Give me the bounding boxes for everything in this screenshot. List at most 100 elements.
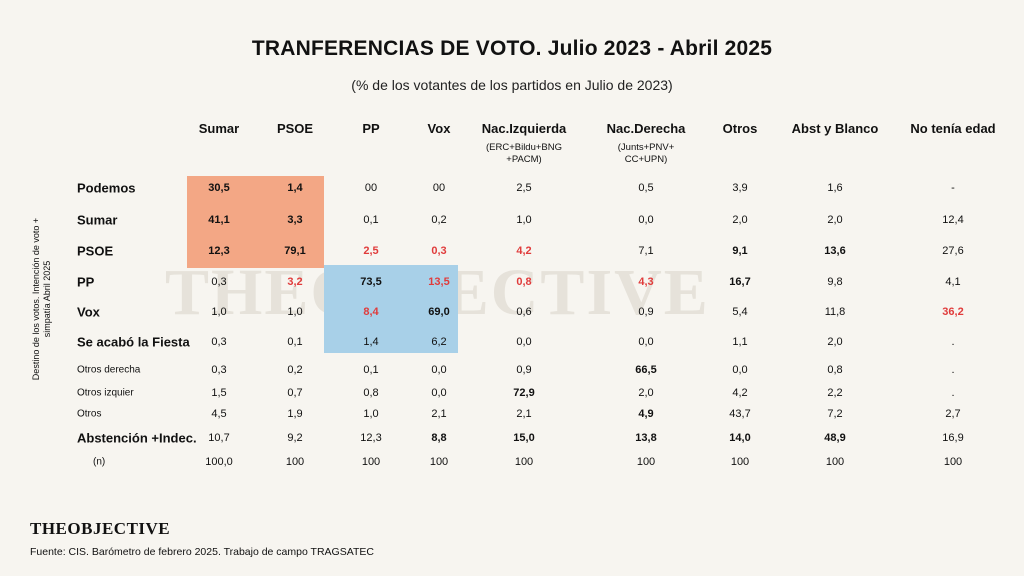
chart-subtitle: (% de los votantes de los partidos en Ju… xyxy=(351,77,673,93)
row-label: Se acabó la Fiesta xyxy=(77,334,190,350)
table-cell: 66,5 xyxy=(635,364,657,376)
table-cell: 0,1 xyxy=(287,336,303,348)
table-cell: 27,6 xyxy=(942,245,964,257)
table-cell: 30,5 xyxy=(208,182,230,194)
table-cell: 0,2 xyxy=(287,364,303,376)
table-cell: 2,1 xyxy=(431,408,447,420)
table-cell: 0,3 xyxy=(211,364,227,376)
table-cell: 14,0 xyxy=(729,432,751,444)
side-axis-label: Destino de los votos. Intención de voto … xyxy=(31,217,52,381)
table-cell: 0,0 xyxy=(516,336,532,348)
column-header: Sumar xyxy=(198,121,240,136)
table-cell: 4,5 xyxy=(211,408,227,420)
row-label: Vox xyxy=(77,304,100,320)
table-cell: 36,2 xyxy=(942,306,964,318)
table-cell: 3,3 xyxy=(287,214,303,226)
table-cell: 12,3 xyxy=(360,432,382,444)
column-header: Nac.Derecha xyxy=(606,121,686,136)
table-cell: 0,6 xyxy=(516,306,532,318)
table-cell: 9,2 xyxy=(287,432,303,444)
table-cell: 79,1 xyxy=(284,245,306,257)
brand-logo: THEOBJECTIVE xyxy=(30,519,171,538)
table-cell: 4,9 xyxy=(638,408,654,420)
table-cell: 0,3 xyxy=(211,336,227,348)
table-cell: 7,1 xyxy=(638,245,654,257)
table-cell: 41,1 xyxy=(208,214,230,226)
table-cell: . xyxy=(951,336,955,348)
table-cell: 100,0 xyxy=(205,456,233,468)
table-cell: 100 xyxy=(636,456,656,468)
table-cell: 11,8 xyxy=(824,306,846,318)
table-cell: 43,7 xyxy=(729,408,751,420)
table-cell: 6,2 xyxy=(431,336,447,348)
column-header: PSOE xyxy=(276,121,314,136)
table-cell: 100 xyxy=(361,456,381,468)
table-cell: 100 xyxy=(514,456,534,468)
table-cell: 100 xyxy=(825,456,845,468)
table-cell: 0,3 xyxy=(211,276,227,288)
table-cell: 16,9 xyxy=(942,432,964,444)
table-cell: 1,0 xyxy=(287,306,303,318)
table-cell: . xyxy=(951,387,955,399)
source-note: Fuente: CIS. Barómetro de febrero 2025. … xyxy=(30,546,374,558)
row-label: (n) xyxy=(93,456,106,468)
table-cell: 2,5 xyxy=(363,245,379,257)
table-cell: 1,9 xyxy=(287,408,303,420)
table-cell: 3,2 xyxy=(287,276,303,288)
table-cell: 15,0 xyxy=(513,432,535,444)
table-cell: 12,4 xyxy=(942,214,964,226)
row-label: Otros xyxy=(77,408,102,420)
table-cell: 69,0 xyxy=(428,306,450,318)
table-cell: . xyxy=(951,364,955,376)
table-cell: 0,0 xyxy=(431,387,447,399)
table-cell: 8,8 xyxy=(431,432,447,444)
table-cell: 0,8 xyxy=(363,387,379,399)
table-cell: 2,1 xyxy=(516,408,532,420)
row-label: Otros derecha xyxy=(77,364,141,376)
table-cell: 16,7 xyxy=(729,276,751,288)
table-cell: 4,2 xyxy=(516,245,532,257)
table-cell: 0,3 xyxy=(431,245,447,257)
table-cell: 0,0 xyxy=(431,364,447,376)
highlight-right-parties xyxy=(324,265,458,353)
table-cell: 10,7 xyxy=(208,432,230,444)
table-cell: 2,0 xyxy=(827,214,843,226)
table-cell: 100 xyxy=(943,456,963,468)
column-subheader: (ERC+Bildu+BNG +PACM) xyxy=(485,142,563,165)
table-cell: 00 xyxy=(364,182,378,194)
table-cell: - xyxy=(951,182,955,194)
table-cell: 4,3 xyxy=(638,276,654,288)
column-subheader: (Junts+PNV+ CC+UPN) xyxy=(617,142,675,165)
table-cell: 13,5 xyxy=(428,276,450,288)
table-cell: 72,9 xyxy=(513,387,535,399)
table-cell: 2,0 xyxy=(732,214,748,226)
table-cell: 9,8 xyxy=(827,276,843,288)
table-cell: 00 xyxy=(432,182,446,194)
table-cell: 1,5 xyxy=(211,387,227,399)
table-cell: 4,2 xyxy=(732,387,748,399)
table-cell: 1,1 xyxy=(732,336,748,348)
column-header: Nac.Izquierda xyxy=(481,121,567,136)
table-cell: 2,7 xyxy=(945,408,961,420)
table-cell: 13,6 xyxy=(824,245,846,257)
table-cell: 8,4 xyxy=(363,306,379,318)
table-cell: 1,4 xyxy=(363,336,379,348)
table-cell: 2,2 xyxy=(827,387,843,399)
column-header: PP xyxy=(362,121,380,136)
table-cell: 0,8 xyxy=(516,276,532,288)
table-cell: 0,1 xyxy=(363,364,379,376)
table-cell: 1,0 xyxy=(363,408,379,420)
table-cell: 1,0 xyxy=(211,306,227,318)
table-cell: 100 xyxy=(429,456,449,468)
table-cell: 1,4 xyxy=(287,182,303,194)
table-cell: 0,5 xyxy=(638,182,654,194)
table-cell: 0,0 xyxy=(638,336,654,348)
row-label: Sumar xyxy=(77,212,118,228)
highlight-left-parties xyxy=(187,176,324,268)
column-header: Vox xyxy=(427,121,451,136)
column-header: Otros xyxy=(722,121,758,136)
table-cell: 0,0 xyxy=(732,364,748,376)
table-cell: 3,9 xyxy=(732,182,748,194)
table-cell: 100 xyxy=(730,456,750,468)
column-header: No tenía edad xyxy=(910,121,996,136)
